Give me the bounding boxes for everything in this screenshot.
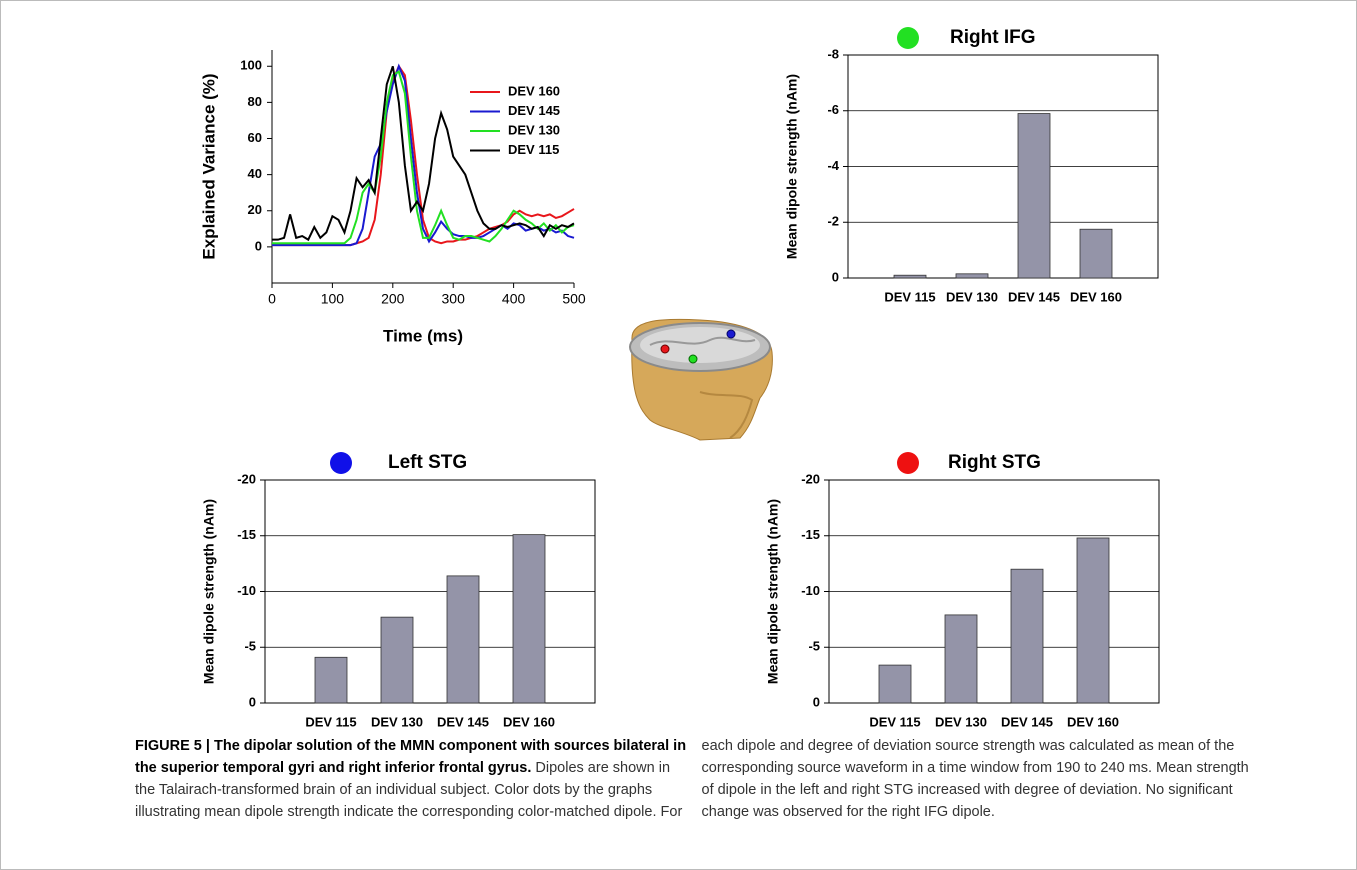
series-line: [272, 70, 575, 245]
y-tick-label: -5: [808, 639, 820, 654]
y-axis-label: Mean dipole strength (nAm): [765, 499, 781, 684]
x-tick-label: DEV 130: [946, 289, 998, 304]
caption-text: Dipoles are shown in the Talairach-trans…: [135, 738, 1249, 820]
y-axis-label: Mean dipole strength (nAm): [784, 74, 800, 259]
marker-dot: [897, 27, 919, 49]
y-tick-label: -6: [827, 102, 839, 117]
x-tick-label: DEV 130: [935, 714, 987, 729]
x-tick-label: DEV 145: [1008, 289, 1060, 304]
bar: [955, 273, 989, 279]
y-tick-label: 100: [240, 58, 262, 73]
y-tick-label: -20: [801, 471, 820, 486]
chart-title: Right STG: [948, 452, 1041, 473]
y-tick-label: 0: [255, 238, 262, 253]
caption: FIGURE 5 | The dipolar solution of the M…: [135, 735, 1260, 823]
marker-dot: [330, 452, 352, 474]
caption-heading: FIGURE 5 | The dipolar solution of the M…: [135, 738, 687, 776]
bar: [446, 575, 480, 704]
x-tick-label: 500: [562, 291, 586, 307]
bar: [893, 274, 927, 279]
y-tick-label: -10: [801, 583, 820, 598]
x-tick-label: 200: [381, 291, 405, 307]
x-tick-label: 300: [442, 291, 466, 307]
x-tick-label: 400: [502, 291, 526, 307]
y-tick-label: -15: [801, 527, 820, 542]
y-tick-label: -5: [244, 639, 256, 654]
y-tick-label: 20: [248, 202, 262, 217]
y-tick-label: -15: [237, 527, 256, 542]
x-tick-label: DEV 160: [1067, 714, 1119, 729]
chart-title: Right IFG: [950, 27, 1035, 48]
bar: [380, 616, 414, 704]
figure: 0 20 40 60 80 100 0 100 200 300 400 500 DEV 160 DEV 1…: [199, 27, 1160, 729]
y-axis-label: Explained Variance (%): [199, 73, 218, 259]
y-tick-label: -4: [827, 158, 839, 173]
y-tick-label: 0: [813, 694, 820, 709]
x-tick-label: 100: [321, 291, 345, 307]
head-model: [629, 318, 773, 441]
y-tick-label: -2: [827, 214, 839, 229]
bar: [512, 534, 546, 704]
y-tick-label: 0: [249, 694, 256, 709]
y-axis-label: Mean dipole strength (nAm): [201, 499, 217, 684]
y-tick-label: -8: [827, 46, 839, 61]
bar: [1076, 537, 1110, 704]
marker-dot: [897, 452, 919, 474]
x-tick-label: DEV 115: [869, 714, 920, 729]
legend-label: DEV 160: [508, 83, 560, 98]
bar: [314, 656, 348, 704]
legend-label: DEV 115: [508, 142, 559, 157]
y-tick-label: 0: [832, 269, 839, 284]
bar: [1079, 228, 1113, 279]
y-tick-label: -10: [237, 583, 256, 598]
x-tick-label: DEV 145: [1001, 714, 1053, 729]
x-tick-label: DEV 160: [503, 714, 555, 729]
y-tick-label: 60: [248, 130, 262, 145]
y-tick-label: -20: [237, 471, 256, 486]
x-tick-label: 0: [268, 291, 276, 307]
series-line: [272, 63, 575, 247]
bar: [1010, 568, 1044, 704]
series-line: [272, 65, 575, 242]
legend-label: DEV 130: [508, 122, 560, 137]
x-tick-label: DEV 145: [437, 714, 489, 729]
legend-label: DEV 145: [508, 103, 560, 118]
y-tick-label: 80: [248, 94, 262, 109]
x-tick-label: DEV 115: [305, 714, 356, 729]
bar: [878, 664, 912, 704]
chart-title: Left STG: [388, 452, 467, 473]
bar: [944, 614, 978, 704]
x-tick-label: DEV 115: [884, 289, 935, 304]
y-tick-label: 40: [248, 166, 262, 181]
bar: [1017, 113, 1051, 279]
x-tick-label: DEV 130: [371, 714, 423, 729]
x-tick-label: DEV 160: [1070, 289, 1122, 304]
x-axis-label: Time (ms): [383, 326, 463, 345]
